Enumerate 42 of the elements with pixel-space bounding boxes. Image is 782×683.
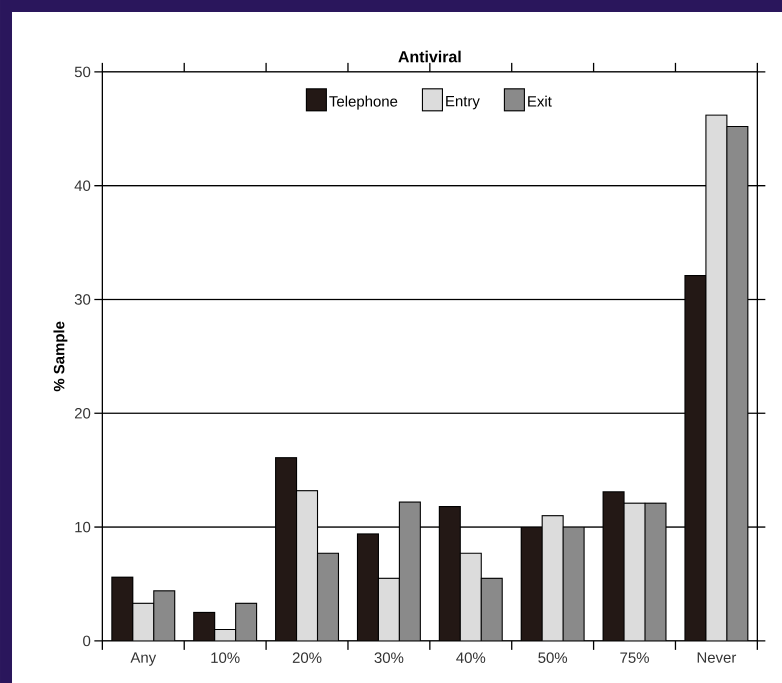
x-tick-label: 75% [620, 652, 649, 663]
x-tick-label: 50% [538, 652, 568, 663]
y-tick-label: 10 [75, 522, 90, 532]
bar [624, 503, 646, 641]
bar [112, 577, 133, 641]
x-tick-label: 30% [374, 652, 404, 663]
y-tick-label: 50 [74, 66, 90, 78]
bar [276, 458, 297, 641]
x-tick-label: Any [130, 652, 156, 666]
bar [684, 275, 706, 641]
bar [521, 527, 542, 641]
bar [194, 612, 215, 641]
bar [481, 578, 502, 641]
y-tick-label: 40 [74, 180, 90, 191]
bar [645, 503, 666, 641]
x-tick-label: 40% [456, 652, 486, 663]
bar [726, 126, 748, 641]
x-tick-label: 10% [211, 652, 240, 663]
bar [460, 553, 482, 641]
bar [378, 578, 400, 641]
bar [603, 492, 624, 641]
bar [296, 490, 318, 641]
bar [439, 506, 460, 641]
legend-label: Entry [446, 96, 480, 110]
bar [357, 534, 378, 641]
y-tick-label: 0 [83, 636, 90, 646]
legend-label: Exit [528, 96, 552, 107]
bar [132, 603, 154, 641]
bar [236, 603, 257, 641]
bar [399, 502, 420, 641]
y-tick-label: 20 [74, 408, 90, 419]
bar [705, 114, 728, 641]
y-axis-title: % Sample [53, 322, 68, 392]
bar [563, 527, 584, 641]
x-tick-label: 20% [292, 652, 322, 663]
legend-label: Telephone [329, 96, 398, 110]
y-tick-label: 30 [74, 294, 90, 305]
bar [318, 553, 338, 641]
bar [542, 516, 564, 641]
bar [154, 590, 175, 641]
x-tick-label: Never [698, 652, 736, 663]
chart-title: Antiviral [398, 50, 461, 62]
